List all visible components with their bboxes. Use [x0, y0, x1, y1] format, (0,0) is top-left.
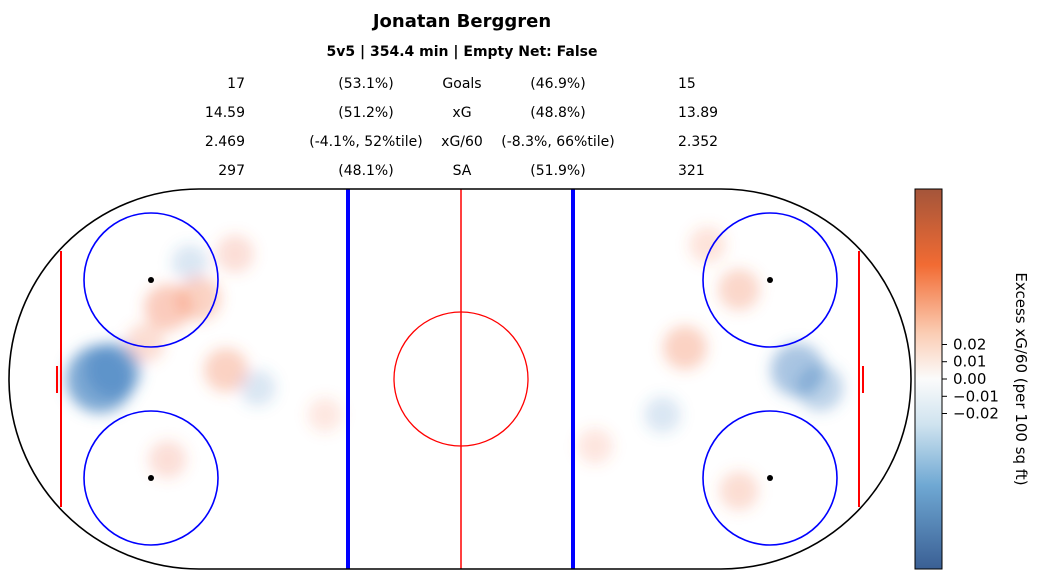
stats-table: 17 (53.1%) Goals (46.9%) 15 14.59 (51.2%…: [205, 76, 718, 179]
heatmap-layer: [66, 226, 844, 511]
stat-right-value: 2.352: [678, 134, 718, 150]
colorbar-label: Excess xG/60 (per 100 sq ft): [1012, 272, 1030, 485]
heat-blob: [177, 276, 221, 321]
heat-blob: [644, 396, 681, 434]
faceoff-dot: [148, 475, 154, 481]
stat-left-value: 14.59: [205, 105, 245, 121]
stat-left-pct: (53.1%): [338, 76, 393, 92]
heat-blob: [663, 325, 707, 370]
heat-blob: [239, 369, 276, 407]
colorbar-tick-label: 0.02: [953, 336, 986, 354]
faceoff-circle-left-top: [83, 212, 219, 348]
colorbar-tick-label: 0.01: [953, 353, 986, 371]
heat-blob: [689, 226, 726, 264]
stat-right-pct: (-8.3%, 66%tile): [501, 134, 614, 150]
faceoff-circle-right-top: [702, 212, 838, 348]
stat-label: SA: [453, 163, 472, 179]
stat-label: xG: [452, 105, 471, 121]
chart-subtitle: 5v5 | 354.4 min | Empty Net: False: [327, 44, 598, 60]
stat-right-pct: (48.8%): [530, 105, 585, 121]
stat-label: xG/60: [441, 134, 483, 150]
center-faceoff-circle: [393, 311, 529, 447]
stat-left-value: 2.469: [205, 134, 245, 150]
faceoff-circle-left-bottom: [83, 410, 219, 546]
stat-left-pct: (-4.1%, 52%tile): [309, 134, 422, 150]
colorbar: 0.020.010.00−0.01−0.02 Excess xG/60 (per…: [914, 188, 1030, 570]
heat-blob: [148, 440, 187, 479]
stat-right-value: 13.89: [678, 105, 718, 121]
heat-blob: [171, 244, 209, 282]
faceoff-dot: [767, 475, 773, 481]
heat-blob: [125, 323, 165, 363]
chart-title: Jonatan Berggren: [371, 11, 551, 32]
faceoff-dot: [148, 277, 154, 283]
colorbar-tick-label: 0.00: [953, 370, 986, 388]
stat-right-pct: (51.9%): [530, 163, 585, 179]
heat-blob: [577, 428, 613, 464]
stat-right-pct: (46.9%): [530, 76, 585, 92]
stat-left-value: 17: [227, 76, 245, 92]
colorbar-scale: [914, 188, 943, 570]
stat-left-value: 297: [218, 163, 245, 179]
stat-right-value: 321: [678, 163, 705, 179]
heat-blob: [719, 471, 759, 511]
heat-blob: [216, 234, 254, 273]
colorbar-tick-label: −0.02: [953, 405, 999, 423]
faceoff-circle-right-bottom: [702, 410, 838, 546]
stat-label: Goals: [442, 76, 481, 92]
heat-blob: [307, 397, 343, 432]
colorbar-tick-label: −0.01: [953, 387, 999, 405]
heat-blob: [85, 342, 142, 399]
rink: [8, 188, 912, 570]
stat-left-pct: (51.2%): [338, 105, 393, 121]
stat-left-pct: (48.1%): [338, 163, 393, 179]
faceoff-dot: [767, 277, 773, 283]
heat-blob: [718, 268, 760, 311]
rink-boards: [8, 188, 912, 570]
heat-blob: [796, 364, 844, 412]
stat-right-value: 15: [678, 76, 696, 92]
heat-blob: [204, 348, 248, 393]
colorbar-ticks: 0.020.010.00−0.01−0.02: [942, 336, 999, 423]
